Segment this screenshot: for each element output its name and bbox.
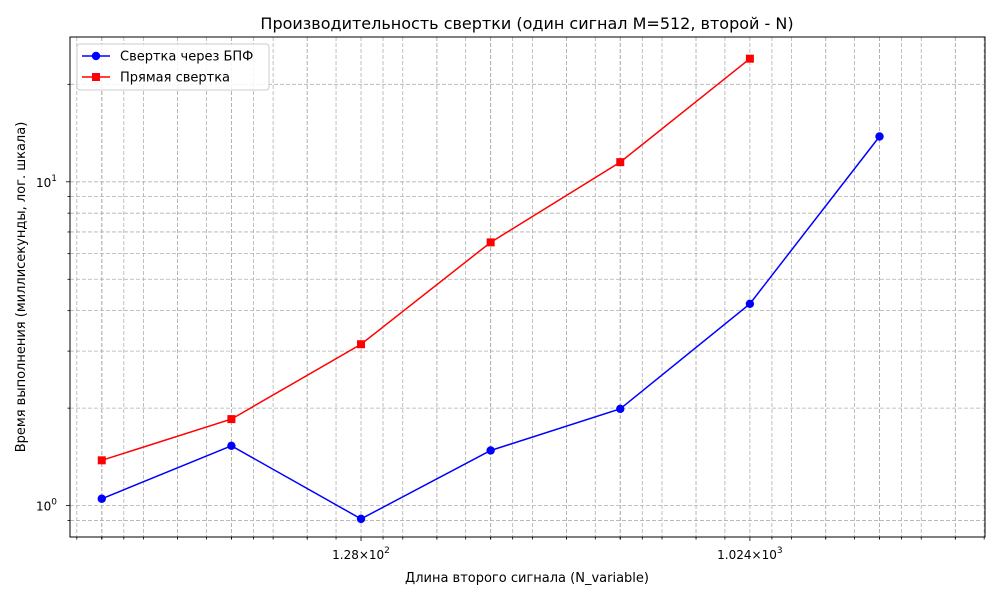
series-line-2 bbox=[101, 58, 751, 462]
legend-label-2: Прямая свертка bbox=[120, 71, 230, 86]
x-axis-label: Длина второго сигнала (N_variable) bbox=[405, 571, 649, 586]
series-2-point bbox=[745, 54, 754, 63]
x-tick-label: 1.024×103 bbox=[717, 546, 782, 562]
y-tick-label: 101 bbox=[36, 174, 57, 190]
series-1-point bbox=[227, 441, 236, 451]
legend-label-1: Свертка через БПФ bbox=[120, 50, 253, 65]
legend-marker-1 bbox=[91, 51, 101, 61]
grid-layer bbox=[70, 37, 985, 537]
y-tick-label: 100 bbox=[36, 498, 57, 514]
ticks-layer: 1.28×102 1.024×103 100 101 bbox=[36, 83, 985, 562]
plot-frame bbox=[69, 36, 986, 538]
x-tick-label: 1.28×102 bbox=[332, 546, 390, 562]
chart-title: Производительность свертки (один сигнал … bbox=[260, 14, 793, 33]
series-2-point bbox=[616, 158, 625, 167]
legend-box bbox=[76, 43, 270, 91]
series-layer bbox=[97, 54, 884, 524]
y-axis-label: Время выполнения (миллисекунды, лог. шка… bbox=[14, 122, 29, 453]
series-2-point bbox=[486, 238, 495, 247]
series-1-point bbox=[745, 299, 755, 308]
series-2-point bbox=[97, 456, 106, 465]
legend-marker-2 bbox=[92, 73, 100, 81]
series-2-point bbox=[227, 415, 236, 424]
legend: Свертка через БПФ Прямая свертка bbox=[76, 43, 270, 91]
series-2-point bbox=[357, 340, 366, 349]
series-1-point bbox=[486, 446, 495, 455]
series-1-point bbox=[356, 514, 366, 524]
series-1-point bbox=[616, 404, 625, 414]
series-1-point bbox=[97, 494, 106, 503]
series-1-point bbox=[875, 132, 884, 141]
